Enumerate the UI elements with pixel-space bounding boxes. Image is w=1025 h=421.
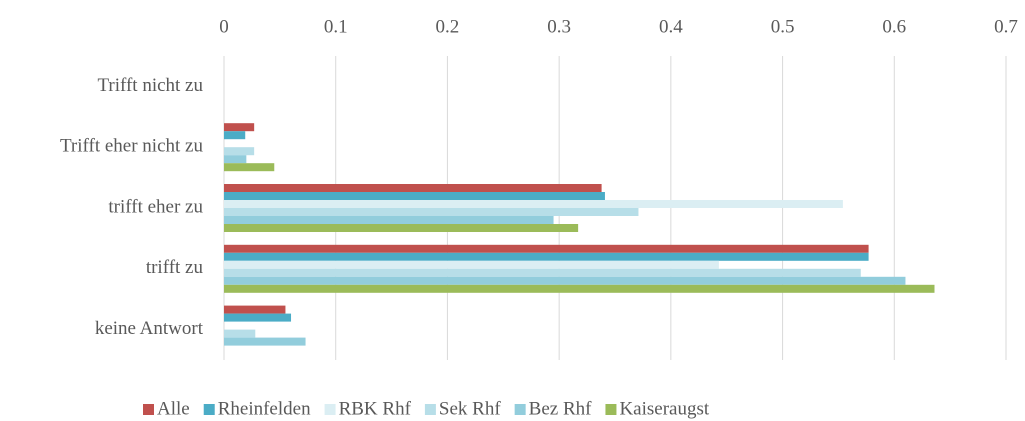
bar [224,244,869,253]
legend-swatch [143,404,154,415]
bar [224,305,286,314]
bar [224,329,256,338]
bar [224,192,605,200]
bar [224,276,906,285]
legend-swatch [324,404,336,415]
legend-swatch [203,404,215,415]
legend-swatch [514,404,526,415]
bar [224,284,935,293]
y-tick-label: Trifft eher nicht zu [60,136,204,157]
x-tick-label: 0.5 [771,16,795,37]
bar [224,155,247,164]
x-tick-label: 0.7 [994,16,1018,37]
y-tick-label: keine Antwort [95,318,204,339]
bar [224,337,306,346]
bar [224,123,255,132]
y-tick-label: trifft zu [146,257,204,278]
bar [224,313,292,322]
legend-swatch [424,404,436,415]
legend-label: Alle [157,398,190,419]
bar [224,260,719,269]
x-tick-label: 0.4 [659,16,683,37]
bar [224,163,275,172]
y-tick-label: trifft eher zu [108,196,203,217]
legend-label: RBK Rhf [339,398,412,419]
x-tick-label: 0.6 [882,16,906,37]
legend-label: Kaiseraugst [619,398,709,419]
y-tick-label: Trifft nicht zu [97,75,203,96]
x-tick-label: 0 [219,16,229,37]
x-tick-label: 0.1 [324,16,348,37]
bar [224,224,579,232]
bar [224,200,843,208]
bar [224,131,246,140]
legend-swatch [605,404,617,415]
bar [224,268,861,277]
bar [224,147,255,156]
legend-label: Bez Rhf [529,398,592,419]
bar [224,208,639,216]
bar [224,216,554,224]
legend-label: Rheinfelden [218,398,311,419]
bar [224,184,602,192]
bar [224,252,869,261]
x-tick-label: 0.3 [547,16,571,37]
legend-label: Sek Rhf [439,398,501,419]
x-tick-label: 0.2 [436,16,460,37]
